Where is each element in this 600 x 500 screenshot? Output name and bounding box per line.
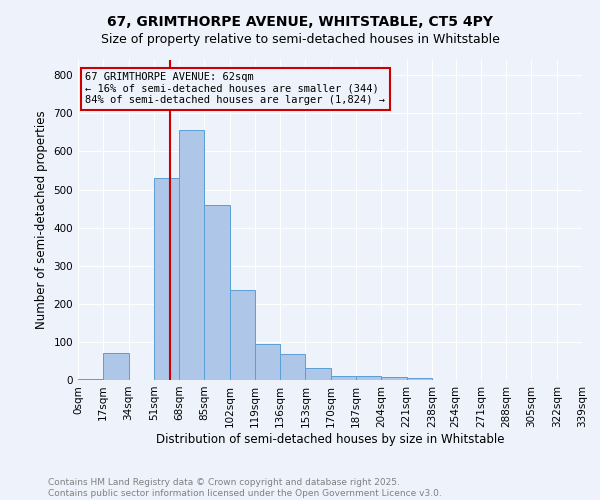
Bar <box>78 379 103 380</box>
Bar <box>103 352 128 380</box>
Text: 67, GRIMTHORPE AVENUE, WHITSTABLE, CT5 4PY: 67, GRIMTHORPE AVENUE, WHITSTABLE, CT5 4… <box>107 15 493 29</box>
Bar <box>179 130 205 380</box>
Text: Size of property relative to semi-detached houses in Whitstable: Size of property relative to semi-detach… <box>101 32 499 46</box>
Bar <box>154 178 179 380</box>
Bar <box>356 376 381 380</box>
Bar <box>407 378 432 380</box>
Bar <box>255 344 280 380</box>
Bar <box>381 377 407 380</box>
Bar <box>205 205 230 380</box>
Text: Contains HM Land Registry data © Crown copyright and database right 2025.
Contai: Contains HM Land Registry data © Crown c… <box>48 478 442 498</box>
Text: 67 GRIMTHORPE AVENUE: 62sqm
← 16% of semi-detached houses are smaller (344)
84% : 67 GRIMTHORPE AVENUE: 62sqm ← 16% of sem… <box>85 72 385 106</box>
Y-axis label: Number of semi-detached properties: Number of semi-detached properties <box>35 110 48 330</box>
X-axis label: Distribution of semi-detached houses by size in Whitstable: Distribution of semi-detached houses by … <box>156 432 504 446</box>
Bar <box>230 290 255 380</box>
Bar <box>280 354 305 380</box>
Bar <box>331 376 356 380</box>
Bar <box>305 368 331 380</box>
